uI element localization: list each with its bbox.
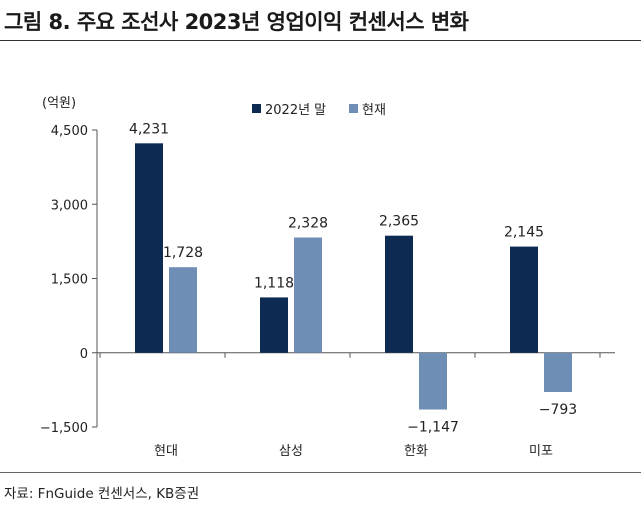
bar-1-한화 (385, 235, 413, 353)
bar-1-현대 (135, 143, 163, 353)
y-unit-label: (억원) (42, 96, 76, 111)
data-label: 2,145 (504, 225, 544, 241)
bar-2-한화 (419, 352, 447, 410)
y-tick-label: 1,500 (51, 273, 88, 288)
legend-label: 2022년 말 (265, 103, 326, 118)
title-divider (0, 40, 641, 41)
bar-2-현대 (169, 267, 197, 353)
legend-swatch-1 (252, 104, 261, 113)
data-label: 4,231 (129, 121, 169, 137)
data-label: 2,328 (288, 216, 328, 232)
data-label: 1,728 (163, 245, 203, 261)
legend-label: 현재 (362, 103, 386, 118)
bar-1-미포 (510, 246, 538, 353)
category-label: 현대 (154, 444, 178, 459)
y-tick-label: 4,500 (51, 124, 88, 139)
y-tick-label: −1,500 (40, 421, 88, 436)
category-label: 미포 (529, 444, 553, 459)
bar-1-삼성 (260, 297, 288, 353)
category-label: 삼성 (279, 444, 303, 459)
bar-chart: (억원) 4,500 3,000 1,500 0 −1,500 4,231 1,118 2,36… (40, 96, 615, 459)
bar-2-미포 (544, 352, 572, 393)
legend-swatch-2 (349, 104, 358, 113)
y-tick-label: 0 (80, 347, 88, 362)
y-tick-label: 3,000 (51, 198, 88, 213)
data-label: −793 (539, 402, 577, 418)
figure-title: 그림 8. 주요 조선사 2023년 영업이익 컨센서스 변화 (4, 10, 469, 34)
category-label: 한화 (404, 444, 428, 459)
data-label: −1,147 (407, 420, 459, 436)
source-divider (0, 472, 641, 473)
data-label: 1,118 (254, 275, 294, 291)
source-note: 자료: FnGuide 컨센서스, KB증권 (4, 486, 200, 502)
data-label: 2,365 (379, 214, 419, 230)
bar-2-삼성 (294, 237, 322, 353)
